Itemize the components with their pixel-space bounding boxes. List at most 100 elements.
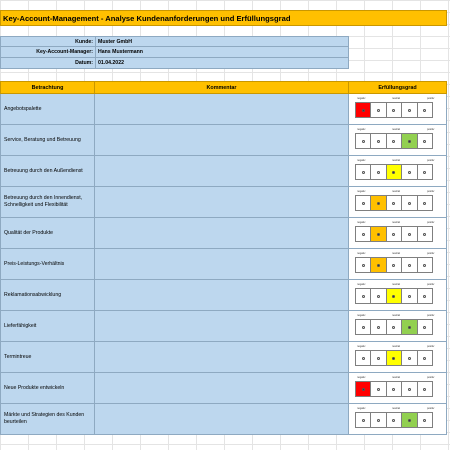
rating-option-4[interactable] (401, 412, 418, 428)
rating-scale: negativ neutral positiv (355, 190, 441, 214)
rating-options (355, 288, 433, 304)
comment-cell[interactable] (95, 342, 349, 373)
rating-option-5[interactable] (416, 288, 433, 304)
rating-option-2[interactable] (370, 164, 387, 180)
rating-option-5[interactable] (416, 133, 433, 149)
scale-labels: negativ neutral positiv (355, 283, 441, 287)
rating-options (355, 133, 433, 149)
rating-option-3[interactable] (385, 195, 403, 211)
comment-cell[interactable] (95, 373, 349, 404)
kunde-value[interactable]: Muster GmbH (95, 36, 349, 47)
scale-label-positiv: positiv (427, 283, 435, 286)
rating-cell: negativ neutral positiv (349, 311, 447, 342)
rating-option-5[interactable] (416, 226, 433, 242)
rating-option-5[interactable] (416, 164, 433, 180)
scale-label-negativ: negativ (357, 283, 366, 286)
comment-cell[interactable] (95, 218, 349, 249)
scale-label-positiv: positiv (427, 159, 435, 162)
scale-label-positiv: positiv (427, 345, 435, 348)
rating-option-1[interactable] (355, 102, 372, 118)
comment-cell[interactable] (95, 156, 349, 187)
rating-option-3[interactable] (385, 257, 403, 273)
rating-option-1[interactable] (355, 164, 372, 180)
rating-option-1[interactable] (355, 412, 372, 428)
rating-option-4[interactable] (401, 164, 418, 180)
rating-option-2[interactable] (370, 288, 387, 304)
scale-labels: negativ neutral positiv (355, 252, 441, 256)
rating-option-2[interactable] (370, 257, 387, 273)
rating-option-2[interactable] (370, 195, 387, 211)
rating-option-2[interactable] (370, 133, 387, 149)
rating-option-3[interactable] (385, 164, 403, 180)
rating-option-2[interactable] (370, 381, 387, 397)
datum-value[interactable]: 01.04.2022 (95, 58, 349, 69)
rating-option-4[interactable] (401, 319, 418, 335)
criterion-label: Märkte und Strategien des Kunden beurtei… (0, 404, 95, 435)
rating-option-4[interactable] (401, 257, 418, 273)
rating-option-2[interactable] (370, 412, 387, 428)
rating-option-5[interactable] (416, 350, 433, 366)
rating-option-1[interactable] (355, 133, 372, 149)
scale-label-neutral: neutral (392, 159, 400, 162)
comment-cell[interactable] (95, 125, 349, 156)
radio-dot-icon (423, 139, 427, 143)
rating-option-3[interactable] (385, 350, 403, 366)
comment-cell[interactable] (95, 280, 349, 311)
rating-option-5[interactable] (416, 195, 433, 211)
rating-option-3[interactable] (385, 412, 403, 428)
rating-option-5[interactable] (416, 102, 433, 118)
radio-dot-icon (407, 232, 411, 236)
rating-option-4[interactable] (401, 102, 418, 118)
rating-option-3[interactable] (385, 319, 403, 335)
rating-option-3[interactable] (385, 133, 403, 149)
rating-option-4[interactable] (401, 226, 418, 242)
scale-label-negativ: negativ (357, 190, 366, 193)
comment-cell[interactable] (95, 311, 349, 342)
radio-dot-icon (361, 201, 365, 205)
rating-option-3[interactable] (385, 381, 403, 397)
rating-option-2[interactable] (370, 226, 387, 242)
rating-option-4[interactable] (401, 195, 418, 211)
comment-cell[interactable] (95, 94, 349, 125)
rating-option-3[interactable] (385, 288, 403, 304)
rating-option-2[interactable] (370, 319, 387, 335)
rating-option-3[interactable] (385, 102, 403, 118)
rating-scale: negativ neutral positiv (355, 128, 441, 152)
radio-dot-icon (423, 201, 427, 205)
rating-option-5[interactable] (416, 412, 433, 428)
rating-scale: negativ neutral positiv (355, 314, 441, 338)
rating-option-1[interactable] (355, 288, 372, 304)
manager-value[interactable]: Hans Mustermann (95, 47, 349, 58)
rating-option-5[interactable] (416, 319, 433, 335)
rating-option-2[interactable] (370, 350, 387, 366)
rating-option-4[interactable] (401, 381, 418, 397)
rating-cell: negativ neutral positiv (349, 187, 447, 218)
rating-option-1[interactable] (355, 257, 372, 273)
rating-option-5[interactable] (416, 381, 433, 397)
radio-dot-icon (361, 139, 365, 143)
info-block: Kunde: Muster GmbH Key-Account-Manager: … (0, 36, 349, 70)
rating-option-1[interactable] (355, 381, 372, 397)
radio-dot-icon (377, 418, 381, 422)
rating-option-1[interactable] (355, 195, 372, 211)
radio-dot-icon (377, 139, 381, 143)
radio-dot-icon (361, 356, 365, 360)
radio-dot-icon (423, 294, 427, 298)
scale-labels: negativ neutral positiv (355, 159, 441, 163)
table-row: Märkte und Strategien des Kunden beurtei… (0, 404, 447, 435)
rating-option-4[interactable] (401, 350, 418, 366)
comment-cell[interactable] (95, 404, 349, 435)
rating-scale: negativ neutral positiv (355, 97, 441, 121)
rating-option-3[interactable] (385, 226, 403, 242)
rating-option-4[interactable] (401, 133, 418, 149)
comment-cell[interactable] (95, 187, 349, 218)
rating-option-2[interactable] (370, 102, 387, 118)
rating-option-1[interactable] (355, 226, 372, 242)
radio-dot-icon (361, 325, 365, 329)
rating-option-4[interactable] (401, 288, 418, 304)
rating-option-1[interactable] (355, 350, 372, 366)
scale-labels: negativ neutral positiv (355, 190, 441, 194)
rating-option-5[interactable] (416, 257, 433, 273)
comment-cell[interactable] (95, 249, 349, 280)
rating-option-1[interactable] (355, 319, 372, 335)
